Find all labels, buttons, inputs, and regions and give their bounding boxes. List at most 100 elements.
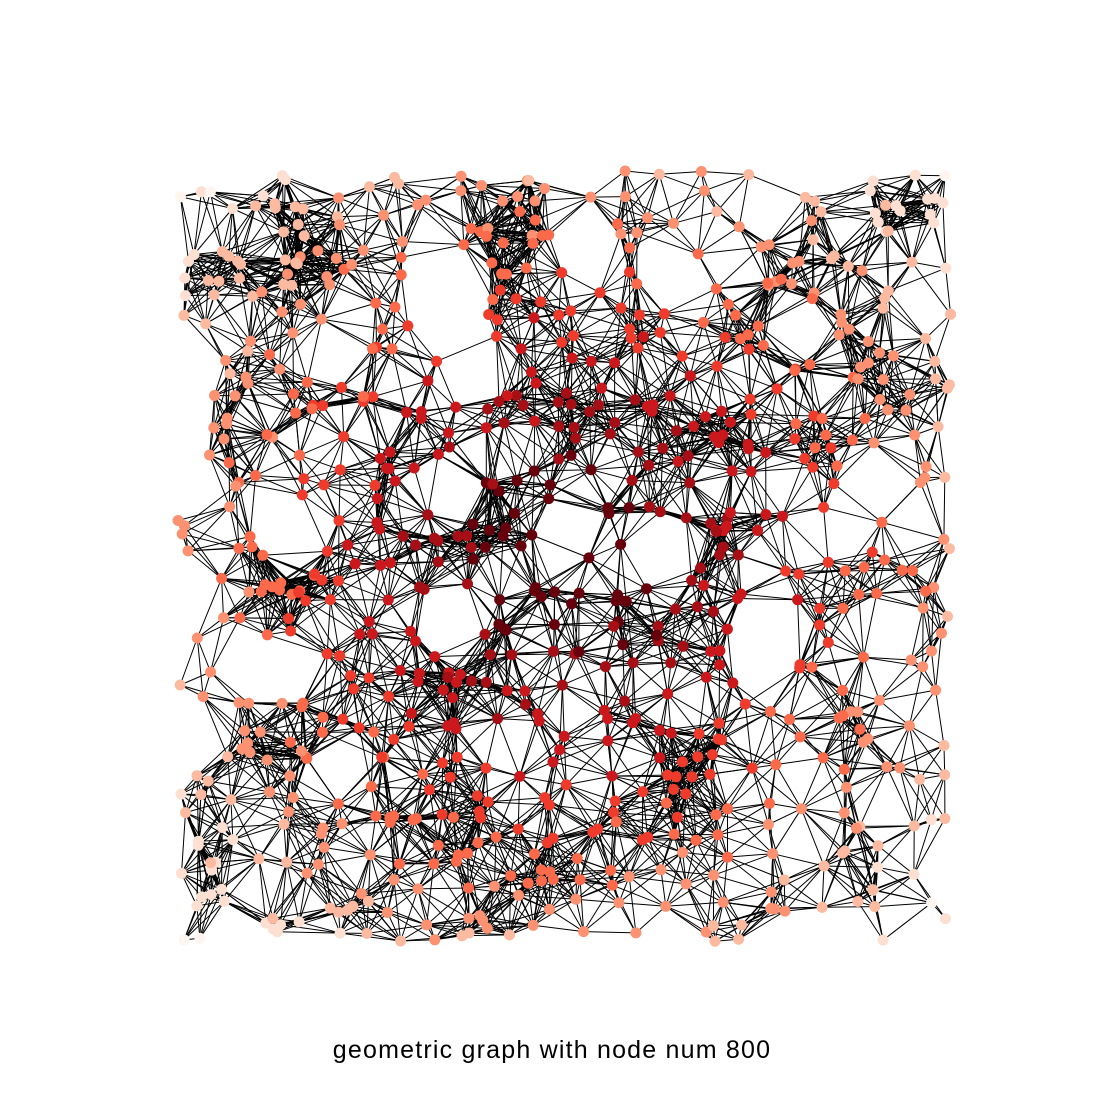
graph-edge [664, 313, 726, 338]
graph-edge [775, 736, 801, 765]
graph-edge [811, 666, 851, 712]
graph-edge [614, 362, 636, 400]
graph-edge [634, 399, 664, 449]
graph-edge [229, 506, 251, 537]
graph-edge [511, 654, 563, 686]
graph-edge [248, 591, 268, 635]
graph-edge [833, 221, 879, 257]
graph-edge [221, 578, 224, 618]
graph-edge [591, 464, 649, 471]
graph-edge [682, 355, 718, 367]
graph-edge [872, 889, 884, 941]
graph-edge [631, 337, 683, 357]
graph-edge [748, 348, 796, 371]
graph-edge [727, 853, 773, 858]
graph-edge [442, 728, 457, 764]
graph-edge [549, 804, 594, 833]
graph-edge [592, 831, 630, 877]
graph-edge [381, 756, 443, 764]
graph-edge [879, 659, 912, 701]
graph-edge [353, 688, 360, 728]
graph-edge [914, 434, 921, 483]
graph-edge [664, 288, 717, 315]
graph-edge [393, 739, 424, 775]
graph-edge [705, 677, 719, 740]
graph-edge [517, 776, 521, 830]
graph-edge [433, 863, 470, 919]
graph-edge [196, 730, 245, 777]
graph-edge [716, 282, 768, 290]
graph-edge [509, 895, 520, 936]
graph-edge [306, 318, 322, 383]
graph-edge [413, 432, 449, 469]
graph-edge [303, 436, 345, 480]
graph-edge [238, 482, 251, 537]
graph-edge [496, 336, 517, 396]
graph-edge [518, 894, 550, 910]
graph-edge [421, 406, 456, 419]
graph-edge [546, 784, 567, 843]
graph-edge [723, 879, 785, 903]
graph-edge [844, 787, 847, 852]
graph-edge [417, 845, 439, 890]
graph-edge [301, 494, 328, 552]
graph-edge [857, 341, 869, 380]
graph-edge [675, 608, 712, 652]
graph-edge [510, 828, 519, 876]
graph-edge [407, 325, 437, 362]
graph-edge [565, 784, 614, 813]
graph-edge [412, 819, 435, 864]
graph-edge [280, 924, 341, 934]
graph-edge [487, 801, 550, 806]
graph-edge [434, 654, 491, 658]
graph-edge [283, 197, 339, 233]
graph-edge [447, 654, 491, 678]
graph-edge [260, 591, 268, 635]
graph-edge [531, 534, 556, 593]
graph-edge [868, 362, 911, 395]
graph-edge [822, 757, 845, 813]
graph-edge [180, 196, 233, 209]
graph-edge [798, 573, 821, 609]
graph-edge [321, 269, 345, 320]
graph-edge [238, 547, 282, 584]
graph-edge [230, 799, 260, 860]
graph-edge [277, 911, 339, 933]
graph-edge [819, 593, 859, 609]
graph-edge [716, 366, 723, 412]
graph-edge [505, 480, 518, 529]
graph-edge [406, 361, 438, 413]
graph-edge [408, 726, 443, 764]
graph-edge [566, 392, 599, 406]
graph-edge [406, 412, 415, 469]
graph-edge [883, 379, 948, 389]
graph-edge [717, 824, 769, 836]
graph-edge [503, 587, 536, 630]
graph-edge [196, 637, 204, 697]
graph-edge [230, 775, 290, 801]
graph-edge [370, 731, 375, 787]
graph-edge [239, 231, 284, 279]
graph-edge [301, 688, 354, 708]
graph-edge [750, 423, 797, 472]
graph-edge [531, 534, 590, 559]
graph-edge [823, 865, 878, 868]
graph-edge [879, 352, 911, 395]
graph-edge [797, 599, 801, 665]
graph-edge [682, 606, 698, 647]
graph-edge [873, 434, 915, 444]
graph-edge [272, 872, 308, 919]
graph-edge [221, 536, 251, 579]
graph-edge [321, 284, 331, 320]
graph-edge [398, 183, 461, 192]
graph-edge [677, 817, 728, 858]
graph-edge [223, 591, 250, 619]
graph-edge [442, 725, 449, 763]
graph-edge [789, 718, 824, 759]
graph-edge [578, 651, 605, 711]
graph-edge [682, 852, 724, 903]
graph-edge [211, 858, 260, 871]
graph-edge [554, 592, 580, 625]
graph-edge [198, 799, 232, 842]
graph-edge [448, 422, 505, 434]
